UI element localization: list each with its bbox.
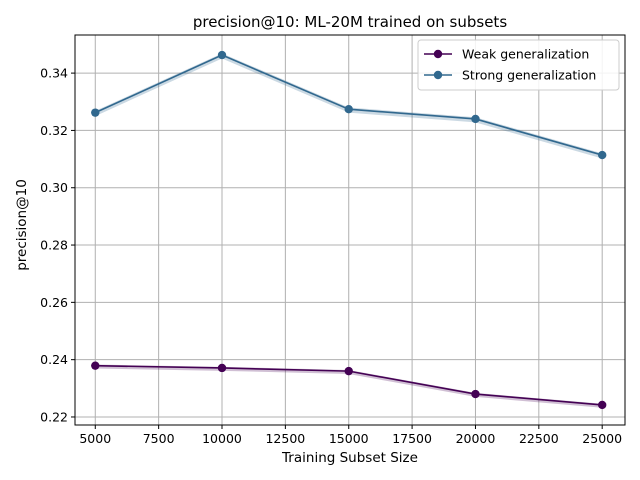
y-tick-label: 0.24 [40, 352, 68, 367]
series-1-point [597, 400, 607, 410]
grid [75, 35, 625, 425]
legend-swatch-marker [433, 49, 443, 59]
x-tick-label: 22500 [519, 431, 559, 446]
y-tick-label: 0.32 [40, 123, 68, 138]
series-2-point [91, 108, 100, 117]
series-1-point [471, 389, 480, 399]
x-tick-label: 7500 [143, 431, 175, 446]
x-tick-label: 5000 [79, 431, 111, 446]
series-2-point [217, 50, 227, 60]
series-2-point [471, 114, 480, 124]
legend-box [417, 39, 620, 91]
plot-frame [74, 34, 626, 426]
y-tick-label: 0.26 [40, 295, 68, 310]
x-tick-label: 15000 [329, 431, 369, 446]
legend: Weak generalization Strong generalization [417, 39, 620, 91]
series-2-point [344, 105, 353, 114]
legend-label: Weak generalization [462, 47, 589, 62]
x-axis-title: Training Subset Size [281, 450, 418, 466]
x-axis-ticks: 5000 7500 10000 12500 15000 17500 20000 22500 25… [79, 425, 622, 446]
y-tick-label: 0.28 [40, 238, 68, 253]
y-tick-label: 0.30 [40, 180, 68, 195]
y-axis-ticks: 0.22 0.24 0.26 0.28 0.30 0.32 0.34 [40, 66, 75, 424]
y-tick-label: 0.22 [40, 409, 68, 424]
x-tick-label: 17500 [392, 431, 432, 446]
legend-label: Strong generalization [462, 68, 596, 83]
series-2-point [597, 150, 607, 160]
x-tick-label: 25000 [582, 431, 622, 446]
legend-swatch-marker [433, 70, 443, 80]
x-tick-label: 12500 [265, 431, 305, 446]
series-1-point [91, 361, 100, 370]
y-axis-title: precision@10 [14, 179, 30, 271]
chart-title: precision@10: ML-20M trained on subsets [193, 13, 507, 31]
x-tick-label: 20000 [456, 431, 496, 446]
y-tick-label: 0.34 [40, 66, 68, 81]
series-1-point [217, 363, 227, 373]
x-tick-label: 10000 [202, 431, 242, 446]
series-1-point [344, 366, 353, 376]
data-points [91, 50, 607, 410]
